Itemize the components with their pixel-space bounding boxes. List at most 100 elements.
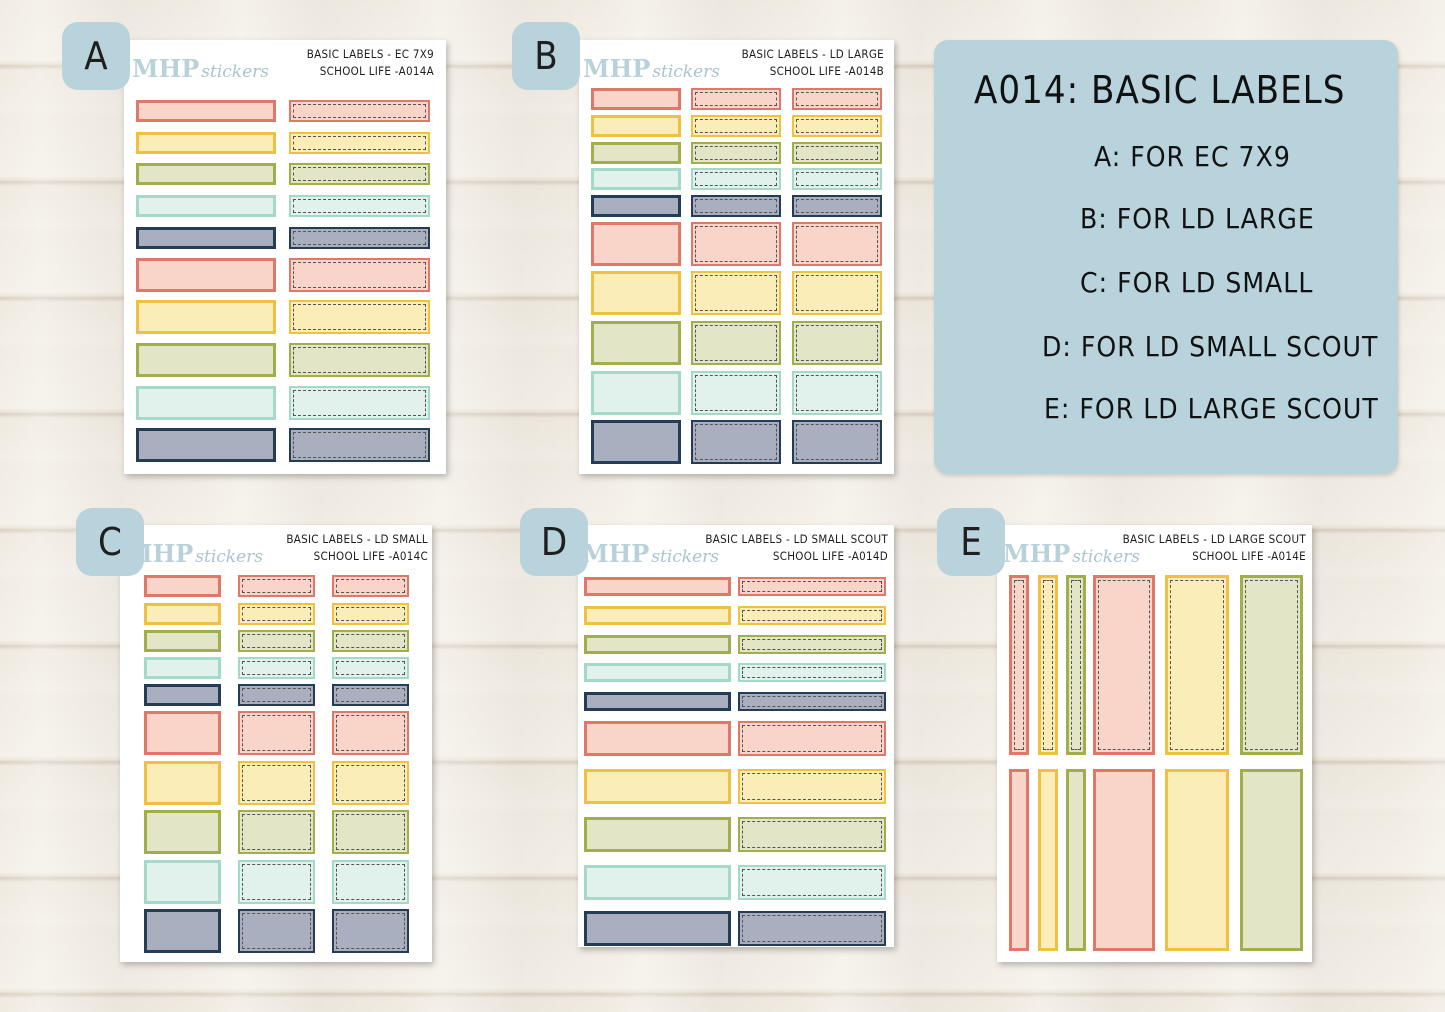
brand-logo: MHP stickers — [582, 539, 720, 568]
label-sticker — [144, 711, 221, 755]
label-sticker — [584, 577, 731, 596]
label-sticker — [136, 100, 276, 122]
label-dashed-line — [796, 424, 878, 460]
label-dashed-line — [742, 696, 882, 707]
label-sticker — [591, 222, 681, 266]
info-line-c: C: FOR LD SMALL — [1080, 266, 1314, 299]
label-dashed-line — [336, 688, 405, 702]
label-sticker — [591, 371, 681, 415]
label-sticker — [1093, 769, 1155, 951]
label-dashed-line — [336, 814, 405, 850]
label-dashed-line — [293, 390, 426, 416]
label-dashed-line — [1245, 580, 1298, 750]
label-dashed-line — [695, 119, 777, 133]
label-sticker — [584, 606, 731, 625]
label-dashed-line — [242, 634, 311, 648]
label-sticker — [238, 684, 315, 706]
label-sticker — [591, 168, 681, 190]
label-sticker — [1066, 769, 1086, 951]
label-dashed-line — [742, 869, 882, 896]
label-sticker — [1009, 769, 1029, 951]
sheet-title: BASIC LABELS - LD LARGE SCHOOL LIFE -A014… — [741, 47, 884, 78]
label-dashed-line — [796, 325, 878, 361]
info-line-e: E: FOR LD LARGE SCOUT — [1044, 392, 1379, 425]
brand-logo: MHP stickers — [583, 54, 721, 83]
label-dashed-line — [293, 136, 426, 150]
label-sticker — [136, 227, 276, 249]
label-dashed-line — [293, 199, 426, 213]
label-dashed-line — [1071, 580, 1081, 750]
label-sticker — [1240, 575, 1303, 755]
label-dashed-line — [796, 119, 878, 133]
badge-e: E — [937, 508, 1005, 576]
label-dashed-line — [336, 607, 405, 621]
label-sticker — [591, 88, 681, 110]
label-dashed-line — [695, 226, 777, 262]
label-dashed-line — [293, 347, 426, 373]
label-dashed-line — [796, 146, 878, 160]
label-dashed-line — [336, 661, 405, 675]
label-dashed-line — [336, 634, 405, 648]
label-dashed-line — [742, 773, 882, 800]
label-sticker — [289, 300, 430, 334]
label-sticker — [792, 168, 882, 190]
label-sticker — [792, 195, 882, 217]
label-dashed-line — [695, 275, 777, 311]
label-sticker — [136, 428, 276, 462]
label-sticker — [289, 258, 430, 292]
label-sticker — [136, 386, 276, 420]
label-sticker — [144, 657, 221, 679]
label-sticker — [144, 860, 221, 904]
label-sticker — [332, 860, 409, 904]
label-dashed-line — [695, 375, 777, 411]
label-dashed-line — [1014, 580, 1024, 750]
label-dashed-line — [695, 199, 777, 213]
label-dashed-line — [1098, 580, 1150, 750]
label-sticker — [1240, 769, 1303, 951]
sheet-a: MHP stickers BASIC LABELS - EC 7X9 SCHOOL … — [124, 40, 446, 474]
label-dashed-line — [796, 375, 878, 411]
label-sticker — [332, 575, 409, 597]
label-sticker — [691, 168, 781, 190]
label-sticker — [738, 911, 886, 946]
label-dashed-line — [293, 104, 426, 118]
label-sticker — [591, 195, 681, 217]
sheet-title: BASIC LABELS - EC 7X9 SCHOOL LIFE -A014A — [306, 47, 434, 78]
label-sticker — [289, 343, 430, 377]
label-sticker — [136, 343, 276, 377]
label-sticker — [144, 603, 221, 625]
label-sticker — [289, 132, 430, 154]
label-sticker — [792, 142, 882, 164]
label-sticker — [584, 635, 731, 654]
label-sticker — [144, 810, 221, 854]
label-sticker — [584, 769, 731, 804]
label-sticker — [238, 810, 315, 854]
brand-logo: MHP stickers — [1003, 539, 1141, 568]
label-sticker — [792, 420, 882, 464]
label-sticker — [691, 321, 781, 365]
label-sticker — [792, 321, 882, 365]
label-sticker — [289, 227, 430, 249]
label-sticker — [738, 865, 886, 900]
label-dashed-line — [242, 579, 311, 593]
info-title: A014: BASIC LABELS — [974, 68, 1346, 112]
label-sticker — [591, 321, 681, 365]
label-dashed-line — [242, 688, 311, 702]
label-sticker — [691, 371, 781, 415]
label-sticker — [144, 684, 221, 706]
label-sticker — [289, 386, 430, 420]
sheet-c: MHP stickers BASIC LABELS - LD SMALL SCHOO… — [120, 525, 432, 962]
label-sticker — [289, 163, 430, 185]
label-dashed-line — [796, 172, 878, 186]
label-sticker — [584, 911, 731, 946]
label-sticker — [238, 761, 315, 805]
label-dashed-line — [796, 226, 878, 262]
sheet-b: MHP stickers BASIC LABELS - LD LARGE SCHOO… — [579, 40, 894, 474]
label-dashed-line — [242, 913, 311, 949]
label-dashed-line — [742, 667, 882, 678]
label-sticker — [591, 271, 681, 315]
label-sticker — [792, 88, 882, 110]
label-sticker — [792, 222, 882, 266]
label-sticker — [738, 721, 886, 756]
label-dashed-line — [742, 725, 882, 752]
